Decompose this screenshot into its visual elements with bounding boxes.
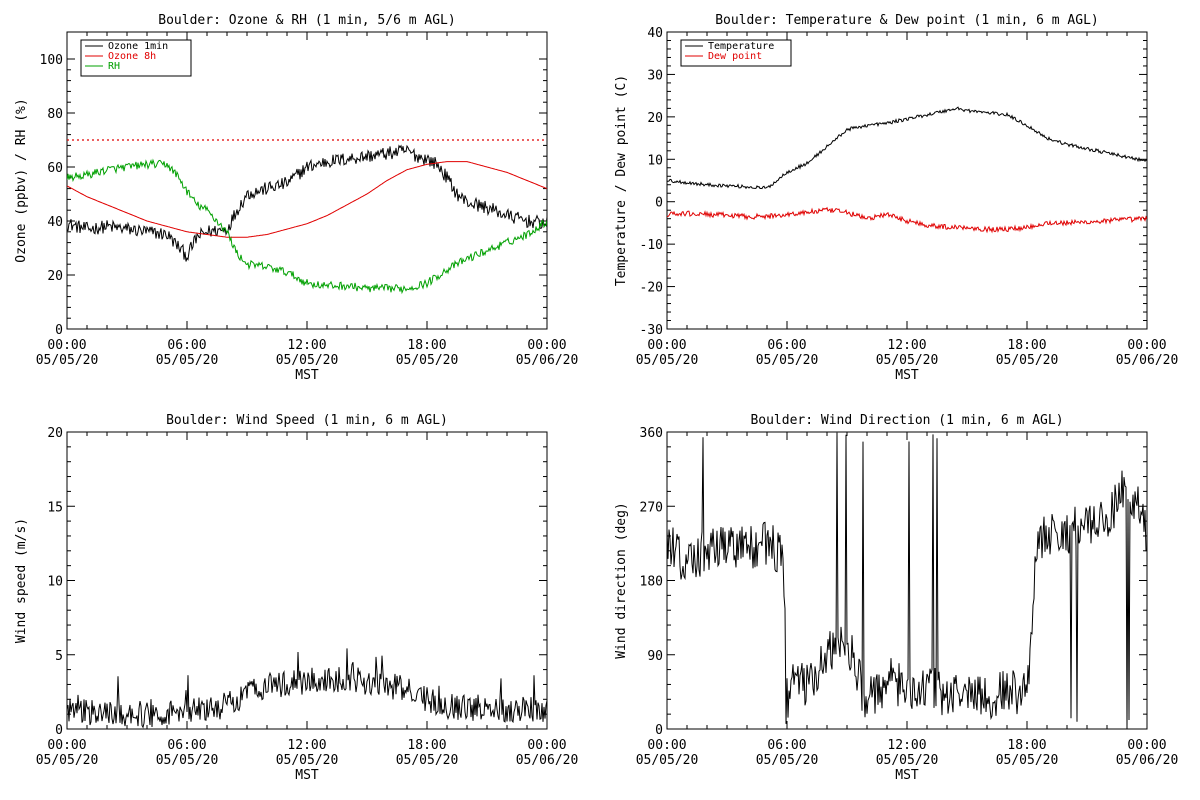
x-axis-label: MST (295, 768, 319, 783)
chart-panel-temp_dew: Boulder: Temperature & Dew point (1 min,… (614, 13, 1178, 383)
chart-panel-ozone_rh: Boulder: Ozone & RH (1 min, 5/6 m AGL) 0 2… (14, 13, 578, 383)
y-tick-label: 100 (40, 53, 63, 68)
y-tick-label: 10 (647, 153, 663, 168)
y-axis-label: Temperature / Dew point (C) (614, 75, 629, 286)
x-tick-time: 00:00 (47, 738, 86, 753)
x-tick-date: 05/05/20 (636, 353, 699, 368)
y-tick-label: 0 (655, 196, 663, 211)
x-tick-time: 00:00 (647, 338, 686, 353)
x-tick-time: 06:00 (767, 338, 806, 353)
y-tick-label: 5 (55, 649, 63, 664)
x-tick-date: 05/06/20 (516, 753, 579, 768)
x-tick-date: 05/06/20 (516, 353, 579, 368)
x-tick-date: 05/05/20 (636, 753, 699, 768)
x-tick-date: 05/05/20 (276, 353, 339, 368)
y-tick-label: 10 (47, 575, 63, 590)
x-tick-time: 06:00 (767, 738, 806, 753)
series-line-dew-point (667, 206, 1147, 234)
x-tick-date: 05/05/20 (996, 753, 1059, 768)
y-tick-label: -10 (640, 238, 663, 253)
x-tick-date: 05/05/20 (36, 353, 99, 368)
x-tick-date: 05/05/20 (756, 753, 819, 768)
x-tick-date: 05/06/20 (1116, 753, 1179, 768)
x-tick-time: 12:00 (887, 338, 926, 353)
x-tick-time: 06:00 (167, 338, 206, 353)
x-tick-time: 06:00 (167, 738, 206, 753)
chart-title: Boulder: Wind Speed (1 min, 6 m AGL) (166, 413, 448, 428)
y-tick-label: 20 (47, 426, 63, 441)
x-tick-date: 05/05/20 (36, 753, 99, 768)
series-line-wind_speed (67, 648, 547, 729)
y-tick-label: -30 (640, 323, 663, 338)
x-axis-label: MST (895, 368, 919, 383)
y-tick-label: 60 (47, 161, 63, 176)
y-tick-label: 80 (47, 107, 63, 122)
x-tick-date: 05/05/20 (276, 753, 339, 768)
x-tick-date: 05/05/20 (876, 353, 939, 368)
chart-panel-wind_dir: Boulder: Wind Direction (1 min, 6 m AGL)… (614, 413, 1178, 783)
plot-frame (666, 31, 1148, 330)
y-tick-label: 0 (55, 723, 63, 738)
series-line-rh (67, 158, 547, 295)
x-tick-time: 12:00 (887, 738, 926, 753)
y-tick-label: 270 (640, 500, 663, 515)
chart-title: Boulder: Temperature & Dew point (1 min,… (715, 13, 1099, 28)
x-tick-date: 05/05/20 (996, 353, 1059, 368)
x-tick-time: 00:00 (527, 338, 566, 353)
x-axis-label: MST (295, 368, 319, 383)
series-line-ozone-8h (67, 161, 547, 238)
y-tick-label: 0 (55, 323, 63, 338)
x-tick-time: 18:00 (407, 738, 446, 753)
plot-frame (66, 31, 548, 330)
x-tick-time: 00:00 (1127, 738, 1166, 753)
x-tick-time: 00:00 (1127, 338, 1166, 353)
y-tick-label: 360 (640, 426, 663, 441)
y-tick-label: 15 (47, 500, 63, 515)
x-tick-date: 05/05/20 (156, 353, 219, 368)
x-axis-label: MST (895, 768, 919, 783)
legend-entry: Ozone 1min (108, 41, 168, 52)
x-tick-date: 05/05/20 (756, 353, 819, 368)
x-tick-time: 12:00 (287, 338, 326, 353)
series-line-ozone-1min (67, 144, 547, 262)
chart-title: Boulder: Ozone & RH (1 min, 5/6 m AGL) (158, 13, 455, 28)
x-tick-date: 05/05/20 (156, 753, 219, 768)
chart-panel-wind_speed: Boulder: Wind Speed (1 min, 6 m AGL) 0 5 10… (14, 413, 578, 783)
y-axis-label: Wind speed (m/s) (14, 518, 29, 643)
y-tick-label: 90 (647, 649, 663, 664)
y-tick-label: 20 (647, 111, 663, 126)
y-tick-label: 30 (647, 68, 663, 83)
y-axis-label: Ozone (ppbv) / RH (%) (14, 98, 29, 262)
series-line-wind_dir (667, 432, 1147, 729)
legend-entry: Ozone 8h (108, 51, 156, 62)
legend-entry: Temperature (708, 41, 774, 52)
x-tick-time: 00:00 (47, 338, 86, 353)
x-tick-time: 12:00 (287, 738, 326, 753)
x-tick-time: 00:00 (527, 738, 566, 753)
x-tick-time: 18:00 (1007, 338, 1046, 353)
y-tick-label: -20 (640, 281, 663, 296)
x-tick-date: 05/05/20 (876, 753, 939, 768)
y-tick-label: 0 (655, 723, 663, 738)
x-tick-time: 18:00 (1007, 738, 1046, 753)
x-tick-time: 00:00 (647, 738, 686, 753)
chart-title: Boulder: Wind Direction (1 min, 6 m AGL) (750, 413, 1063, 428)
legend-box (680, 39, 792, 67)
y-tick-label: 180 (640, 575, 663, 590)
y-tick-label: 40 (47, 215, 63, 230)
x-tick-time: 18:00 (407, 338, 446, 353)
x-tick-date: 05/05/20 (396, 353, 459, 368)
legend-entry: RH (108, 61, 120, 72)
y-axis-label: Wind direction (deg) (614, 502, 629, 659)
series-line-temperature (667, 106, 1147, 190)
legend-entry: Dew point (708, 51, 762, 62)
y-tick-label: 20 (47, 269, 63, 284)
x-tick-date: 05/06/20 (1116, 353, 1179, 368)
x-tick-date: 05/05/20 (396, 753, 459, 768)
y-tick-label: 40 (647, 26, 663, 41)
